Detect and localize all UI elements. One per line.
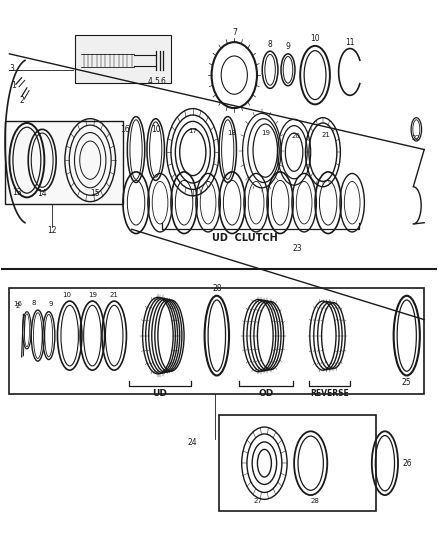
Text: 11: 11 [345,38,355,47]
Text: 7: 7 [232,28,237,37]
Text: 18: 18 [228,130,237,135]
Text: 12: 12 [47,226,57,235]
Text: 21: 21 [321,132,330,138]
Text: 4: 4 [148,77,152,86]
Text: OD: OD [258,389,274,398]
Text: 26: 26 [403,459,412,467]
Text: 27: 27 [254,498,263,504]
Text: 1: 1 [12,81,16,90]
FancyBboxPatch shape [10,288,424,394]
Text: 20: 20 [291,133,300,139]
Text: 10: 10 [151,125,160,134]
Text: 25: 25 [402,378,412,387]
Text: 8: 8 [31,300,35,305]
Text: 8: 8 [268,40,272,49]
Text: 3: 3 [10,64,14,72]
Text: 24: 24 [188,439,198,448]
Text: 10: 10 [63,292,71,298]
Text: 15: 15 [90,189,99,198]
Text: 21: 21 [110,292,119,298]
Text: 19: 19 [88,292,97,298]
FancyBboxPatch shape [219,415,376,511]
Text: 2: 2 [16,303,20,309]
Text: 6: 6 [160,77,165,86]
Text: 13: 13 [12,188,21,197]
Text: 9: 9 [49,301,53,306]
Text: 10: 10 [310,35,320,44]
FancyBboxPatch shape [5,122,123,204]
FancyBboxPatch shape [75,35,171,83]
Text: 23: 23 [293,244,302,253]
Text: 9: 9 [286,42,290,51]
Text: 19: 19 [261,130,271,135]
Text: 17: 17 [188,128,197,134]
Text: 16: 16 [120,125,130,134]
Text: 2: 2 [19,96,24,105]
Text: 28: 28 [212,284,222,293]
Text: 28: 28 [311,498,319,504]
Text: UD  CLUTCH: UD CLUTCH [212,233,278,243]
Text: REVERSE: REVERSE [310,389,349,398]
Text: 14: 14 [37,189,47,198]
Text: 22: 22 [412,135,421,141]
Text: 16: 16 [14,301,23,306]
Text: UD: UD [152,389,167,398]
Text: 5: 5 [155,77,159,86]
